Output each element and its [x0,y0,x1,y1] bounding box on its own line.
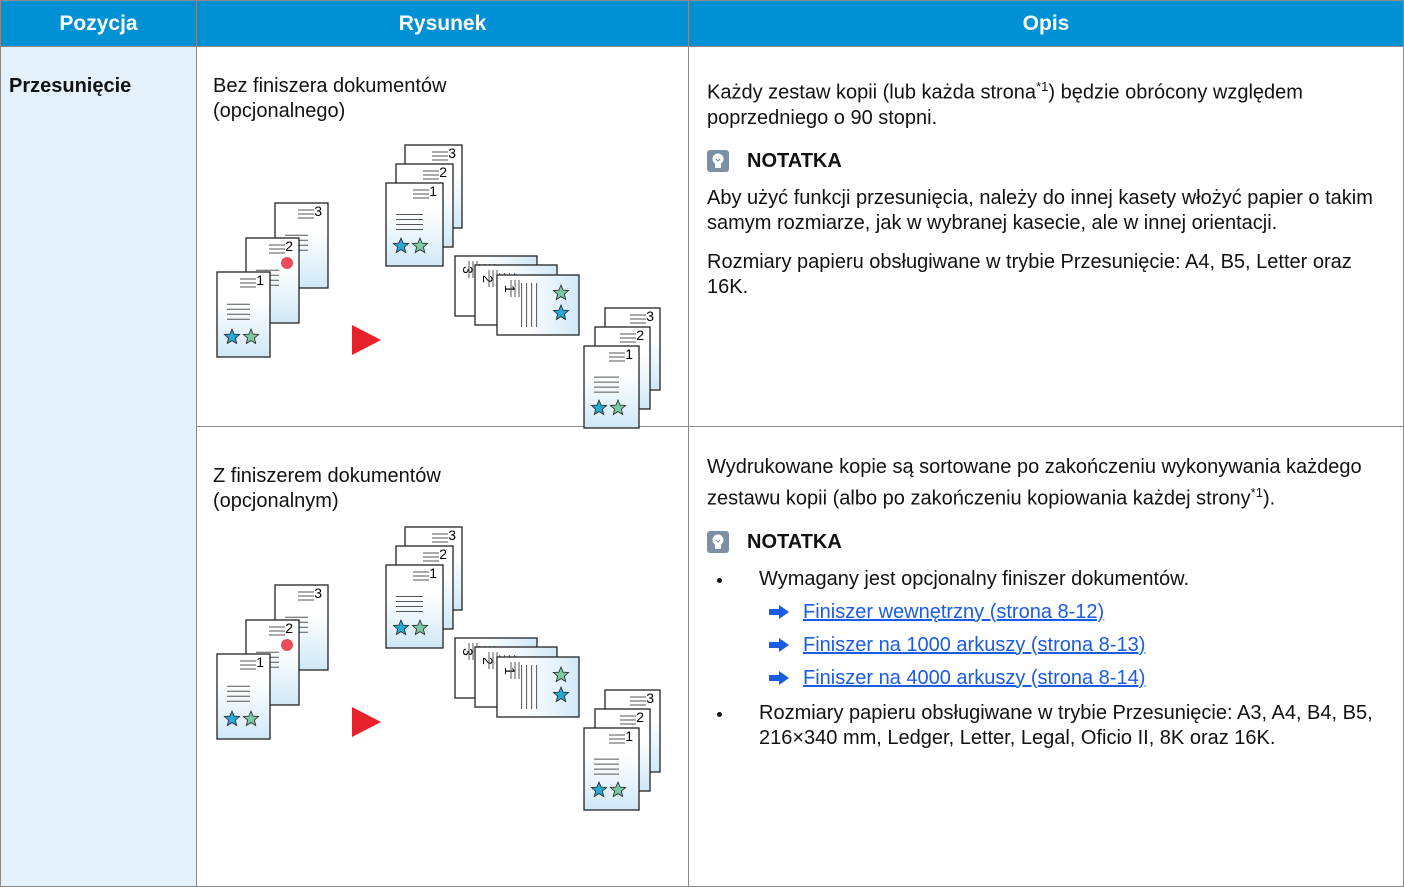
link-arrow [769,638,789,653]
item-cell: Przesunięcie [0,46,197,887]
link-row: Finiszer na 1000 arkuszy (strona 8-13) [769,633,1389,658]
link[interactable]: Finiszer na 4000 arkuszy (strona 8-14) [803,666,1146,689]
link-arrow [769,605,789,620]
note-text: Aby użyć funkcji przesunięcia, należy do… [707,186,1373,234]
description-cell: Każdy zestaw kopii (lub każda strona*1) … [688,46,1404,427]
header-cell: Opis [688,0,1404,47]
note-icon [707,531,729,554]
note-title-text: NOTATKA [747,149,842,172]
note-title: NOTATKA [707,149,1389,174]
note-text: Rozmiary papieru obsługiwane w trybie Pr… [707,250,1352,298]
note-icon [707,150,729,173]
text: ). [1262,487,1276,510]
bullet: Rozmiary papieru obsługiwane w trybie Pr… [717,701,1389,751]
caption: (opcjonalnym) [213,490,339,512]
link[interactable]: Finiszer na 1000 arkuszy (strona 8-13) [803,633,1146,656]
bullet-text: Wymagany jest opcjonalny finiszer dokume… [759,567,1190,590]
note-title-text: NOTATKA [747,530,842,553]
note-title: NOTATKA [707,530,1389,555]
bullet-text: Rozmiary papieru obsługiwane w trybie Pr… [759,701,1373,749]
header-cell: Rysunek [196,0,689,47]
description-cell: Wydrukowane kopie są sortowane po zakońc… [688,426,1404,887]
footnote-ref: *1 [1250,485,1263,500]
link-arrow [769,671,789,686]
link[interactable]: Finiszer wewnętrzny (strona 8-12) [803,600,1105,623]
caption: Z finiszerem dokumentów [213,465,441,487]
caption: (opcjonalnego) [213,100,346,122]
text: ) będzie obrócony względem poprzedniego … [707,81,1303,129]
link-row: Finiszer na 4000 arkuszy (strona 8-14) [769,666,1389,691]
header-cell: Pozycja [0,0,197,47]
text: Każdy zestaw kopii (lub każda strona [707,81,1037,104]
figure-cell: Bez finiszera dokumentów (opcjonalnego) [196,46,689,427]
bullet-list: Wymagany jest opcjonalny finiszer dokume… [707,567,1389,751]
caption: Bez finiszera dokumentów [213,75,447,97]
description: Każdy zestaw kopii (lub każda strona*1) … [707,74,1389,131]
link-row: Finiszer wewnętrzny (strona 8-12) [769,600,1389,625]
bullet: Wymagany jest opcjonalny finiszer dokume… [717,567,1389,691]
text: Wydrukowane kopie są sortowane po zakońc… [707,456,1362,510]
description: Wydrukowane kopie są sortowane po zakońc… [707,455,1389,512]
footnote-ref: *1 [1036,79,1049,94]
item: Przesunięcie [9,75,132,97]
figure-cell: Z finiszerem dokumentów (opcjonalnym) [196,426,689,887]
